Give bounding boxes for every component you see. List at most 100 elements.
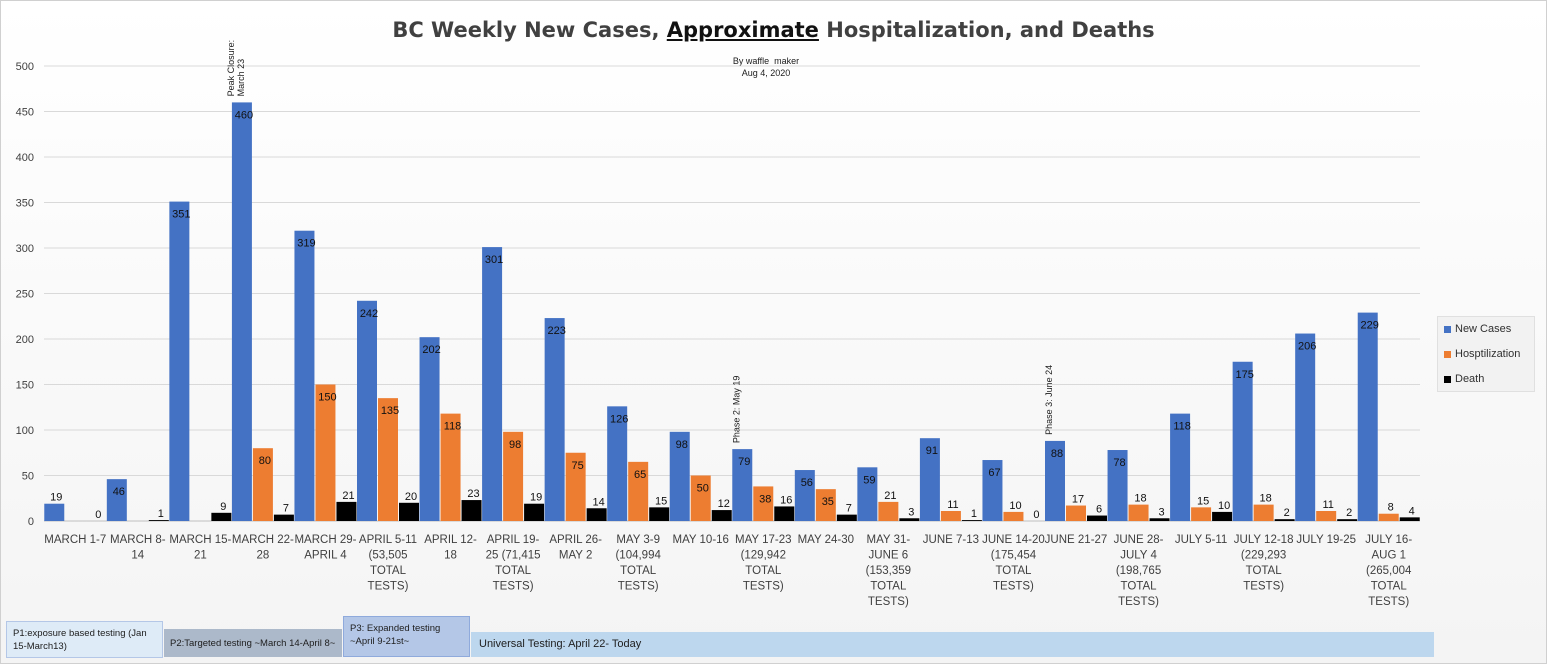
bar	[774, 506, 795, 521]
data-label: 46	[113, 486, 125, 498]
x-tick-label: TESTS)	[868, 596, 909, 608]
bar	[315, 384, 336, 521]
data-label: 14	[593, 496, 605, 508]
legend-item-new-cases: New Cases	[1444, 323, 1511, 335]
bar	[44, 503, 65, 521]
bar	[419, 337, 440, 521]
bar	[1337, 519, 1358, 521]
data-label: 65	[634, 469, 646, 481]
bar	[461, 500, 482, 521]
bar	[211, 512, 232, 521]
bar	[690, 475, 711, 521]
bar	[106, 479, 127, 521]
x-tick-label: MARCH 8-	[110, 534, 166, 546]
data-label: 35	[822, 496, 834, 508]
x-tick-label: TESTS)	[743, 581, 784, 593]
phase-box-universal: Universal Testing: April 22- Today	[471, 632, 1434, 657]
data-label: 3	[908, 506, 914, 518]
x-tick-label: APRIL 5-11	[359, 534, 417, 546]
data-label: 17	[1072, 494, 1084, 506]
data-label: 0	[95, 509, 101, 521]
x-tick-label: MAY 3-9	[616, 534, 660, 546]
bar	[857, 467, 878, 521]
data-label: 19	[50, 492, 62, 504]
annotation-label: March 23	[236, 59, 246, 97]
x-tick-label: JUNE 7-13	[923, 534, 979, 546]
phase-p1-line-1: P1:exposure based testing (Jan	[13, 628, 147, 639]
bar	[1066, 505, 1086, 521]
x-tick-label: JUNE 28-	[1114, 534, 1164, 546]
bar	[961, 520, 982, 521]
x-tick-label: 18	[444, 550, 457, 562]
data-label: 10	[1009, 500, 1021, 512]
bar	[294, 230, 315, 521]
legend-item-death: Death	[1444, 373, 1484, 385]
bar	[586, 508, 607, 521]
data-label: 3	[1158, 506, 1164, 518]
data-label: 8	[1388, 502, 1394, 514]
data-label: 98	[676, 439, 688, 451]
data-label: 98	[509, 439, 521, 451]
data-label: 9	[220, 501, 226, 513]
bar	[669, 431, 690, 521]
data-label: 20	[405, 491, 417, 503]
legend-label-new-cases: New Cases	[1455, 323, 1512, 335]
y-tick-label: 50	[22, 471, 34, 483]
bar	[273, 514, 294, 521]
chart-author: By waffle_maker	[732, 56, 800, 66]
data-label: 223	[547, 325, 565, 337]
bar	[1170, 413, 1191, 521]
data-label: 229	[1361, 320, 1379, 332]
x-tick-label: AUG 1	[1371, 550, 1406, 562]
bar	[1295, 333, 1316, 521]
bar	[711, 510, 732, 521]
bar	[1045, 440, 1065, 521]
x-tick-label: MAY 2	[559, 550, 592, 562]
bar	[1149, 518, 1170, 521]
phase-box-p1: P1:exposure based testing (Jan 15-March13…	[6, 621, 163, 658]
bar	[378, 398, 398, 521]
x-tick-label: JULY 4	[1120, 550, 1157, 562]
bar	[1357, 312, 1378, 521]
data-label: 16	[780, 494, 792, 506]
x-tick-label: JULY 5-11	[1175, 534, 1227, 546]
data-label: 11	[947, 499, 958, 511]
bar	[231, 102, 252, 522]
data-label: 11	[1322, 499, 1333, 511]
x-tick-label: (265,004	[1366, 565, 1412, 577]
data-label: 21	[884, 490, 896, 502]
x-tick-label: APRIL 4	[304, 550, 347, 562]
bar	[544, 318, 565, 521]
data-label: 6	[1096, 504, 1102, 516]
x-tick-label: TESTS)	[368, 581, 409, 593]
bar	[565, 452, 586, 521]
data-label: 19	[530, 492, 542, 504]
bar	[1087, 515, 1107, 521]
data-label: 23	[467, 488, 479, 500]
data-label: 1	[971, 508, 977, 520]
data-label: 59	[863, 474, 875, 486]
x-tick-label: TESTS)	[993, 581, 1034, 593]
x-tick-label: TESTS)	[1368, 596, 1409, 608]
data-label: 80	[259, 455, 271, 467]
data-label: 150	[318, 392, 336, 404]
data-label: 7	[846, 503, 852, 515]
bar	[982, 460, 1003, 521]
data-label: 75	[572, 460, 584, 472]
bar	[1399, 517, 1420, 521]
bar	[524, 503, 545, 521]
x-tick-label: MAY 24-30	[798, 534, 854, 546]
phase-p2-line-1: P2:Targeted testing ~March 14-April 8~	[170, 638, 336, 649]
data-label: 135	[381, 405, 399, 417]
data-label: 351	[172, 209, 190, 221]
x-tick-label: APRIL 26-	[549, 534, 602, 546]
x-tick-label: 28	[257, 550, 270, 562]
bar	[1378, 513, 1399, 521]
x-tick-label: TOTAL	[1246, 565, 1283, 577]
data-label: 118	[1173, 421, 1191, 433]
x-tick-label: (104,994	[615, 550, 661, 562]
data-label: 56	[801, 477, 813, 489]
data-label: 206	[1298, 341, 1316, 353]
x-tick-label: APRIL 12-	[424, 534, 477, 546]
x-tick-label: MAY 10-16	[672, 534, 728, 546]
